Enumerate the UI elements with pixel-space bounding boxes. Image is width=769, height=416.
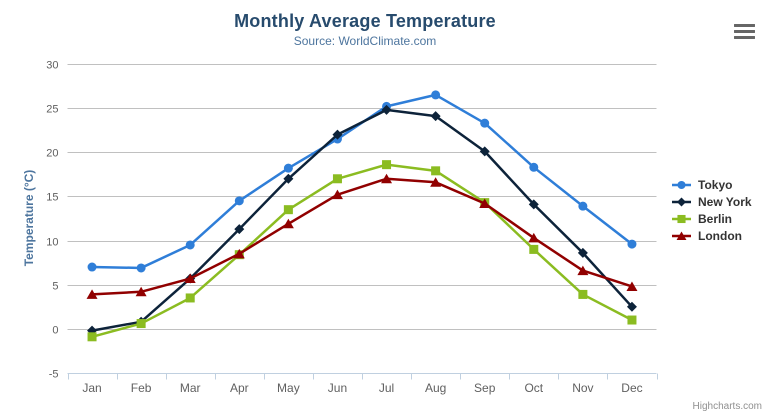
y-axis-label: 0	[52, 325, 58, 337]
legend-label: New York	[698, 194, 752, 209]
context-menu-icon[interactable]	[732, 19, 757, 44]
series-london[interactable]	[86, 173, 638, 299]
x-axis-label: Aug	[425, 381, 446, 395]
burger-bar	[734, 23, 755, 27]
legend: Tokyo New York Berlin London	[672, 176, 752, 244]
y-axis-label: 25	[46, 104, 58, 116]
x-axis-label: Feb	[131, 381, 152, 395]
legend-marker-circle-icon	[672, 180, 691, 189]
x-axis-label: May	[277, 381, 300, 395]
x-axis-label: Jan	[82, 381, 101, 395]
x-axis-label: Mar	[180, 381, 201, 395]
chart-title: Monthly Average Temperature	[234, 11, 496, 31]
y-axis-label: 20	[46, 148, 58, 160]
legend-marker-triangle-icon	[672, 231, 691, 240]
x-axis-label: Jul	[379, 381, 394, 395]
burger-bar	[734, 29, 755, 33]
legend-label: Tokyo	[698, 177, 733, 192]
x-axis-label: Oct	[524, 381, 543, 395]
legend-item-berlin[interactable]: Berlin	[672, 210, 752, 227]
legend-item-london[interactable]: London	[672, 227, 752, 244]
series-new-york[interactable]	[87, 104, 637, 336]
x-axis-label: Sep	[474, 381, 496, 395]
x-axis-label: Apr	[230, 381, 249, 395]
y-axis-label: -5	[49, 369, 59, 381]
legend-item-tokyo[interactable]: Tokyo	[672, 176, 752, 193]
legend-marker-square-icon	[672, 214, 691, 223]
burger-bar	[734, 35, 755, 39]
legend-label: Berlin	[698, 211, 733, 226]
credits-link[interactable]: Highcharts.com	[692, 401, 762, 412]
x-axis-label: Dec	[621, 381, 642, 395]
legend-item-new-york[interactable]: New York	[672, 193, 752, 210]
x-axis-label: Nov	[572, 381, 593, 395]
legend-label: London	[698, 228, 742, 243]
y-axis-label: 5	[52, 281, 58, 293]
y-axis-label: 15	[46, 192, 58, 204]
x-axis-label: Jun	[328, 381, 347, 395]
y-axis-label: 10	[46, 237, 58, 249]
y-axis-label: 30	[46, 60, 58, 72]
legend-marker-diamond-icon	[672, 197, 691, 206]
series-tokyo[interactable]	[87, 90, 637, 273]
chart-subtitle: Source: WorldClimate.com	[293, 34, 437, 48]
